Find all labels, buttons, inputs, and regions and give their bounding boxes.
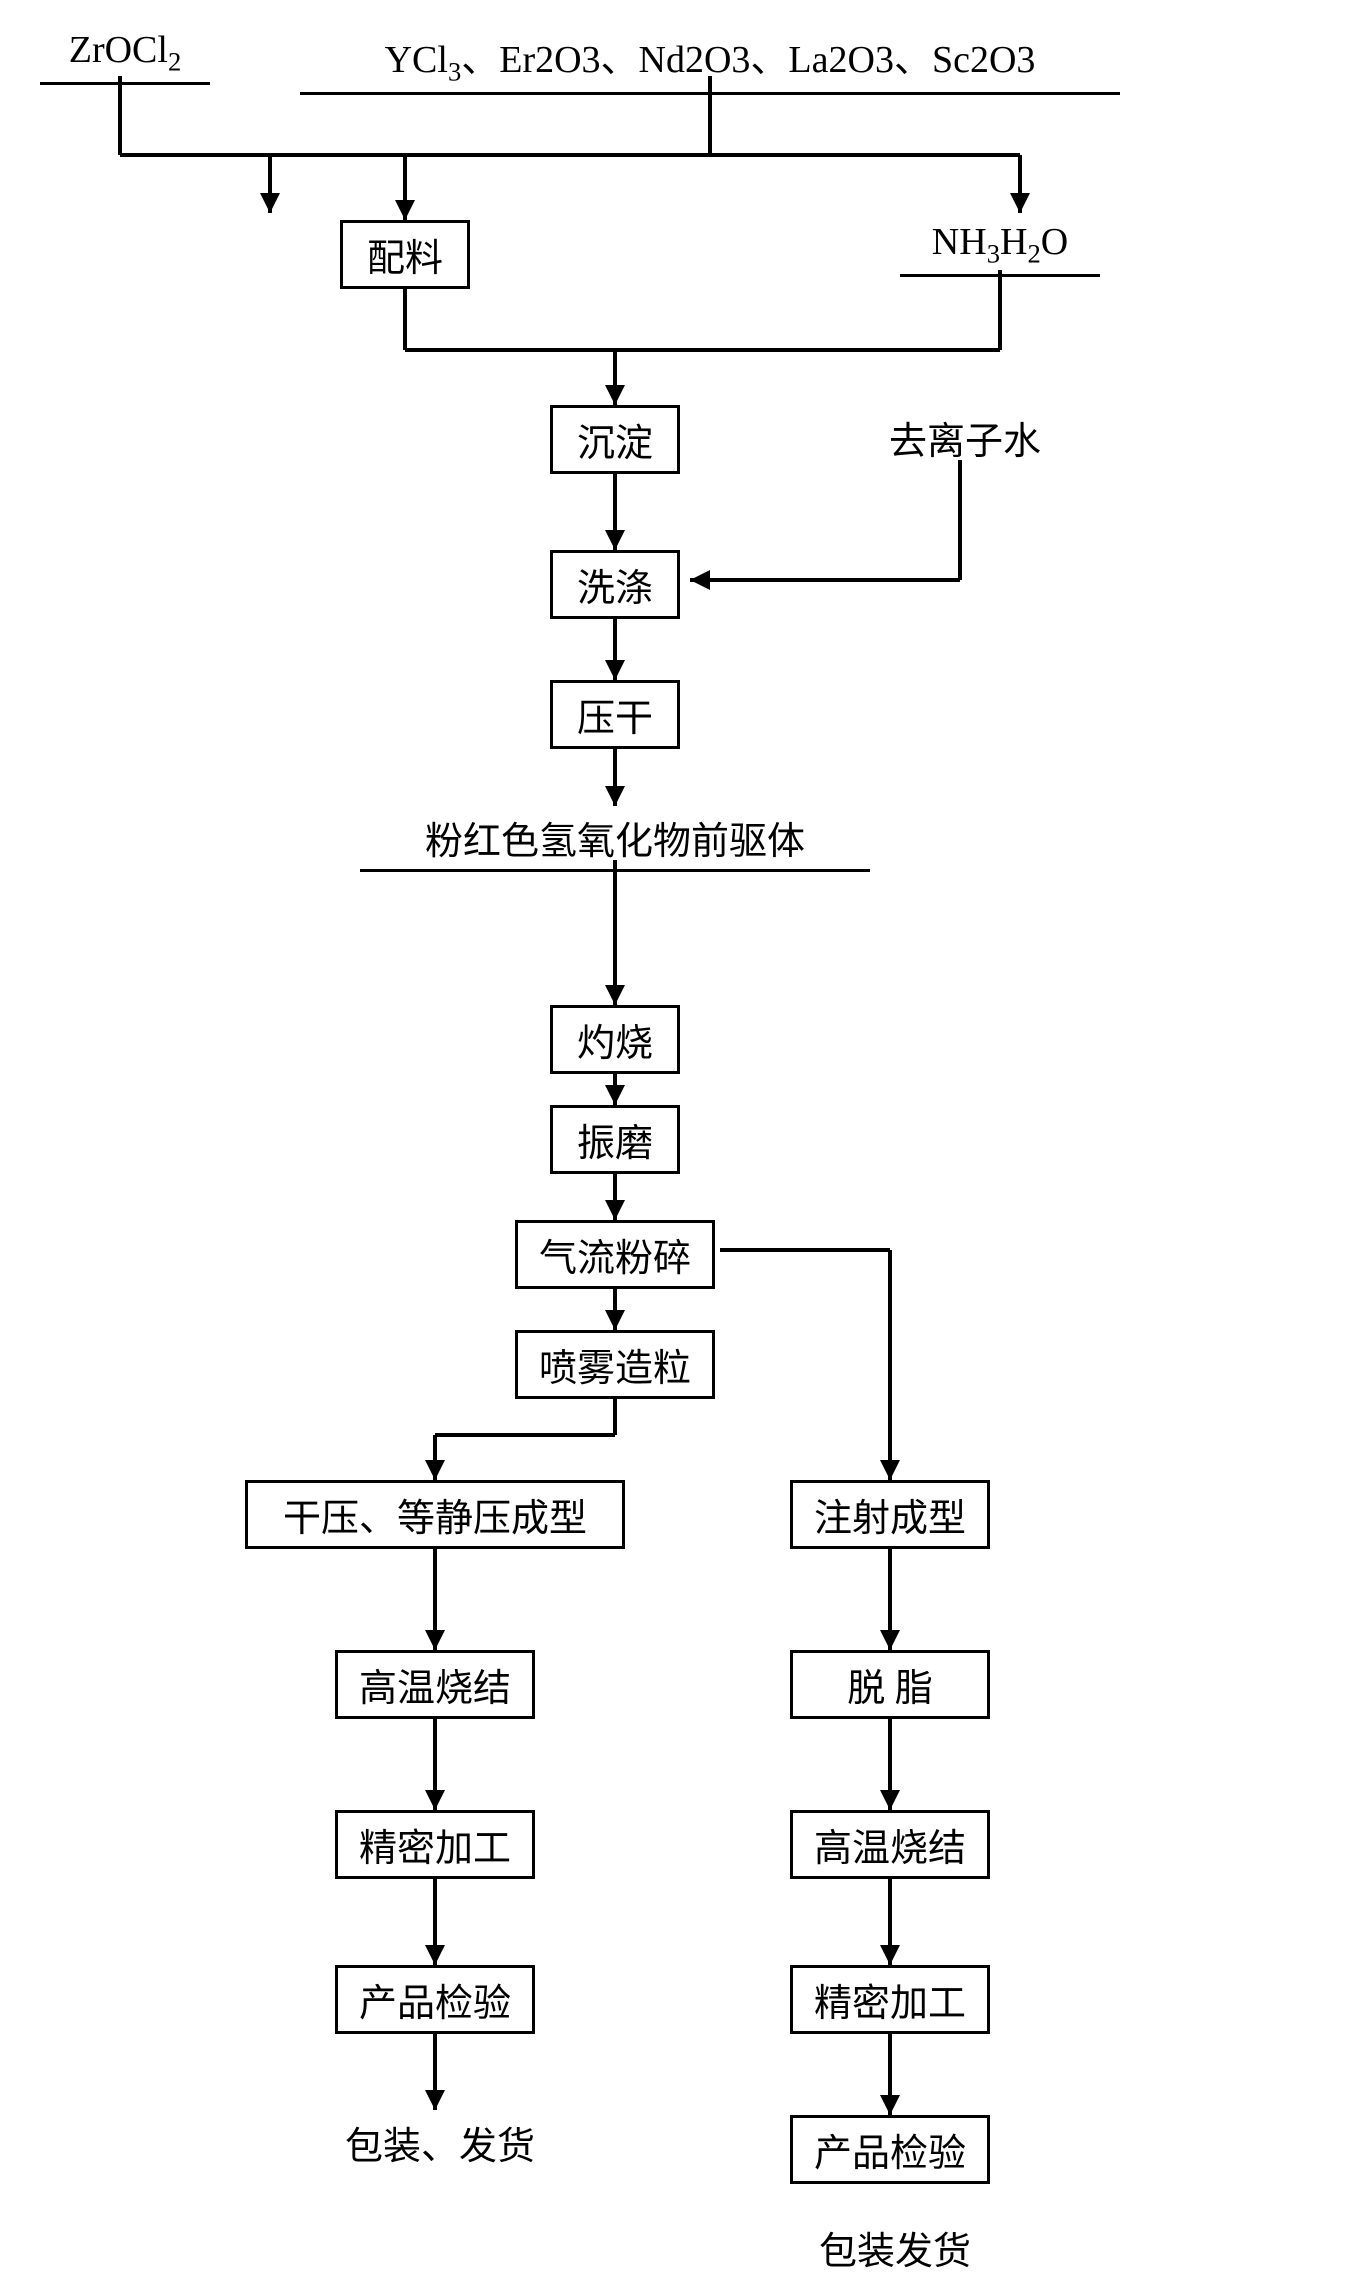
node-yagan: 压干	[550, 680, 680, 749]
node-peiliao: 配料	[340, 220, 470, 289]
node-zrocl2: ZrOCl2	[40, 28, 210, 85]
node-chendian: 沉淀	[550, 405, 680, 474]
node-baozhuang_r: 包装发货	[800, 2220, 990, 2275]
node-zhenmo: 振磨	[550, 1105, 680, 1174]
node-xidi: 洗涤	[550, 550, 680, 619]
node-tuozhi: 脱 脂	[790, 1650, 990, 1719]
node-baozhuang_l: 包装、发货	[325, 2115, 555, 2170]
node-zhushe: 注射成型	[790, 1480, 990, 1549]
node-jianyan_l: 产品检验	[335, 1965, 535, 2034]
node-gaowen_r: 高温烧结	[790, 1810, 990, 1879]
node-rare_earth: YCl3、Er2O3、Nd2O3、La2O3、Sc2O3	[300, 28, 1120, 95]
node-penwu: 喷雾造粒	[515, 1330, 715, 1399]
node-zhuoshao: 灼烧	[550, 1005, 680, 1074]
node-ganya: 干压、等静压成型	[245, 1480, 625, 1549]
node-deion: 去离子水	[860, 410, 1070, 465]
node-nh3h2o: NH3H2O	[900, 220, 1100, 277]
node-qiliu: 气流粉碎	[515, 1220, 715, 1289]
node-jianyan_r: 产品检验	[790, 2115, 990, 2184]
node-jingmi_r: 精密加工	[790, 1965, 990, 2034]
node-precursor: 粉红色氢氧化物前驱体	[360, 810, 870, 872]
node-gaowen_l: 高温烧结	[335, 1650, 535, 1719]
flowchart-container: ZrOCl2 YCl3、Er2O3、Nd2O3、La2O3、Sc2O3 配料 NH3H…	[20, 20, 1327, 2245]
node-jingmi_l: 精密加工	[335, 1810, 535, 1879]
